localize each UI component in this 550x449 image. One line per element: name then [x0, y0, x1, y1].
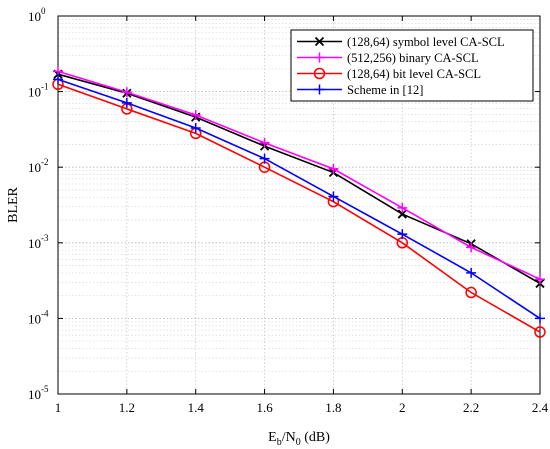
legend-entry: Scheme in [12] [297, 83, 423, 97]
data-point-marker [190, 123, 201, 133]
x-axis-label: Eb/N0 (dB) [268, 430, 330, 448]
legend-label: (128,64) bit level CA-SCL [347, 67, 481, 81]
legend-label: Scheme in [12] [347, 83, 423, 97]
y-tick-label: 10-4 [28, 308, 49, 326]
data-point-marker [53, 74, 63, 85]
legend-swatch-marker [314, 84, 325, 95]
data-point-marker [465, 286, 477, 299]
series-2 [53, 66, 545, 285]
y-tick-label: 10-3 [28, 233, 49, 251]
data-point-marker [397, 209, 407, 219]
series-line [57, 70, 541, 280]
data-point-marker [328, 163, 339, 174]
legend-entry: (128,64) bit level CA-SCL [297, 67, 481, 81]
plot-frame [57, 15, 541, 395]
series-line [57, 78, 541, 320]
data-point-marker [328, 191, 339, 202]
legend: (128,64) symbol level CA-SCL (512,256) bi… [290, 29, 534, 102]
data-point-marker [466, 267, 477, 278]
legend-entry: (128,64) symbol level CA-SCL [297, 35, 505, 49]
data-point-marker [259, 137, 270, 148]
data-point-marker [466, 242, 477, 253]
y-tick-label: 10-5 [28, 384, 49, 402]
legend-swatch-marker [314, 52, 325, 63]
y-tick-label: 100 [28, 6, 46, 24]
axis-ticks: 1 1.2 1.4 1.6 1.8 2 2.2 2.4 10-5 10-4 10-3 10-2 10-1… [28, 6, 549, 415]
legend-label: (512,256) binary CA-SCL [347, 51, 479, 65]
data-point-marker [121, 97, 132, 108]
legend-label: (128,64) symbol level CA-SCL [347, 35, 505, 49]
y-tick-label: 10-2 [28, 157, 49, 175]
x-tick-label: 1.8 [325, 400, 341, 415]
legend-swatch-marker [313, 67, 326, 80]
x-tick-label: 2 [399, 400, 406, 415]
y-axis-label: BLER [6, 186, 21, 222]
y-tick-label: 10-1 [28, 82, 49, 100]
series-line [57, 83, 541, 333]
data-point-marker [535, 313, 545, 324]
series-group [52, 66, 546, 338]
x-tick-label: 1.2 [119, 400, 135, 415]
data-point-marker [535, 274, 545, 285]
x-tick-label: 2.4 [532, 400, 549, 415]
legend-swatch-marker [314, 36, 325, 47]
data-point-marker [397, 229, 408, 240]
data-point-marker [534, 326, 546, 338]
series-line [57, 73, 541, 285]
series-4 [53, 74, 545, 324]
x-tick-label: 1.4 [188, 400, 205, 415]
x-tick-label: 2.2 [463, 400, 479, 415]
data-point-marker [397, 202, 408, 213]
data-point-marker [259, 153, 270, 164]
x-tick-label: 1.6 [256, 400, 273, 415]
x-tick-label: 1 [55, 400, 62, 415]
data-point-marker [190, 110, 201, 121]
data-point-marker [121, 87, 132, 98]
legend-entry: (512,256) binary CA-SCL [297, 51, 479, 65]
